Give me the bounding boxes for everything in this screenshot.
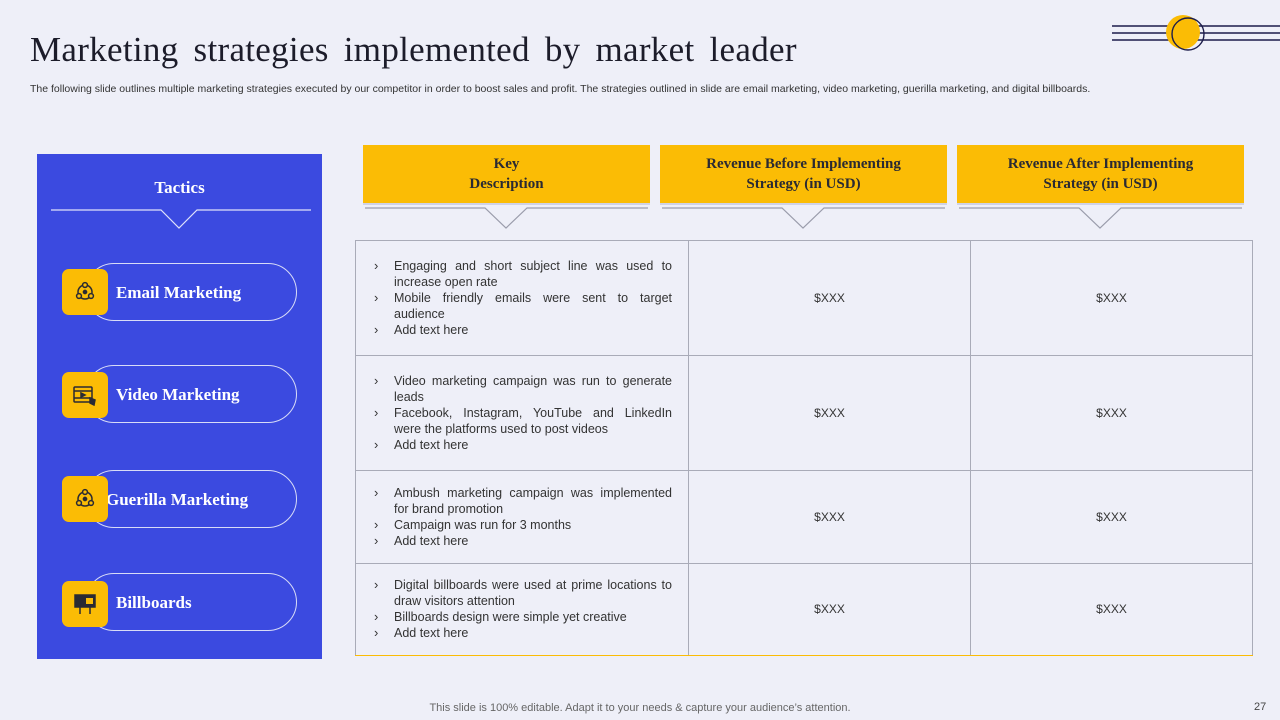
- decorative-circle-lines-icon: [1112, 15, 1280, 51]
- description-cell: Video marketing campaign was run to gene…: [355, 355, 689, 472]
- header-revenue-before: Revenue Before Implementing Strategy (in…: [660, 145, 947, 203]
- tactic-label: Guerilla Marketing: [106, 490, 249, 509]
- bullet-item: Add text here: [374, 533, 672, 549]
- tactic-billboards[interactable]: Billboards: [85, 573, 297, 631]
- header-caret: [365, 207, 648, 229]
- revenue-after-cell: $XXX: [970, 355, 1253, 472]
- header-caret: [959, 207, 1242, 229]
- revenue-before-cell: $XXX: [688, 239, 971, 357]
- bullet-item: Video marketing campaign was run to gene…: [374, 373, 672, 405]
- tactic-video-marketing[interactable]: Video Marketing: [85, 365, 297, 423]
- table-row: Video marketing campaign was run to gene…: [355, 355, 1253, 472]
- revenue-after-cell: $XXX: [970, 470, 1253, 564]
- bullet-item: Digital billboards were used at prime lo…: [374, 577, 672, 609]
- tactics-divider: [51, 209, 311, 229]
- tactic-label: Email Marketing: [116, 283, 242, 302]
- tactic-guerilla-marketing[interactable]: Guerilla Marketing: [85, 470, 297, 528]
- billboard-ad-icon: [62, 581, 108, 627]
- tactic-label: Video Marketing: [116, 385, 240, 404]
- header-label: Revenue After Implementing Strategy (in …: [1007, 156, 1194, 192]
- table-row: Engaging and short subject line was used…: [355, 239, 1253, 357]
- description-cell: Engaging and short subject line was used…: [355, 239, 689, 357]
- header-caret: [662, 207, 945, 229]
- strategies-table: Engaging and short subject line was used…: [355, 239, 1253, 657]
- bullet-item: Campaign was run for 3 months: [374, 517, 672, 533]
- revenue-before-cell: $XXX: [688, 470, 971, 564]
- slide-subtitle: The following slide outlines multiple ma…: [30, 83, 1091, 95]
- bullet-item: Add text here: [374, 437, 672, 453]
- header-key-description: Key Description: [363, 145, 650, 203]
- tactic-label: Billboards: [116, 593, 192, 612]
- video-clapper-icon: [62, 372, 108, 418]
- network-people-icon: [62, 476, 108, 522]
- bullet-item: Engaging and short subject line was used…: [374, 258, 672, 290]
- network-people-icon: [62, 269, 108, 315]
- description-cell: Ambush marketing campaign was implemente…: [355, 470, 689, 564]
- revenue-after-cell: $XXX: [970, 239, 1253, 357]
- tactic-email-marketing[interactable]: Email Marketing: [85, 263, 297, 321]
- table-row: Digital billboards were used at prime lo…: [355, 562, 1253, 657]
- page-number: 27: [1254, 701, 1267, 713]
- revenue-before-cell: $XXX: [688, 562, 971, 657]
- description-cell: Digital billboards were used at prime lo…: [355, 562, 689, 657]
- slide-title: Marketing strategies implemented by mark…: [30, 30, 797, 69]
- bullet-item: Add text here: [374, 625, 672, 641]
- bullet-item: Billboards design were simple yet creati…: [374, 609, 672, 625]
- tactics-panel: Tactics Email Marketing Video Marketing …: [37, 154, 322, 659]
- bullet-item: Facebook, Instagram, YouTube and LinkedI…: [374, 405, 672, 437]
- bullet-item: Ambush marketing campaign was implemente…: [374, 485, 672, 517]
- header-label: Revenue Before Implementing Strategy (in…: [706, 156, 901, 192]
- header-revenue-after: Revenue After Implementing Strategy (in …: [957, 145, 1244, 203]
- bullet-item: Mobile friendly emails were sent to targ…: [374, 290, 672, 322]
- footer-note: This slide is 100% editable. Adapt it to…: [429, 702, 851, 714]
- table-row: Ambush marketing campaign was implemente…: [355, 470, 1253, 564]
- header-label: Key Description: [469, 156, 544, 192]
- revenue-after-cell: $XXX: [970, 562, 1253, 657]
- bullet-item: Add text here: [374, 322, 672, 338]
- revenue-before-cell: $XXX: [688, 355, 971, 472]
- tactics-header: Tactics: [154, 178, 205, 197]
